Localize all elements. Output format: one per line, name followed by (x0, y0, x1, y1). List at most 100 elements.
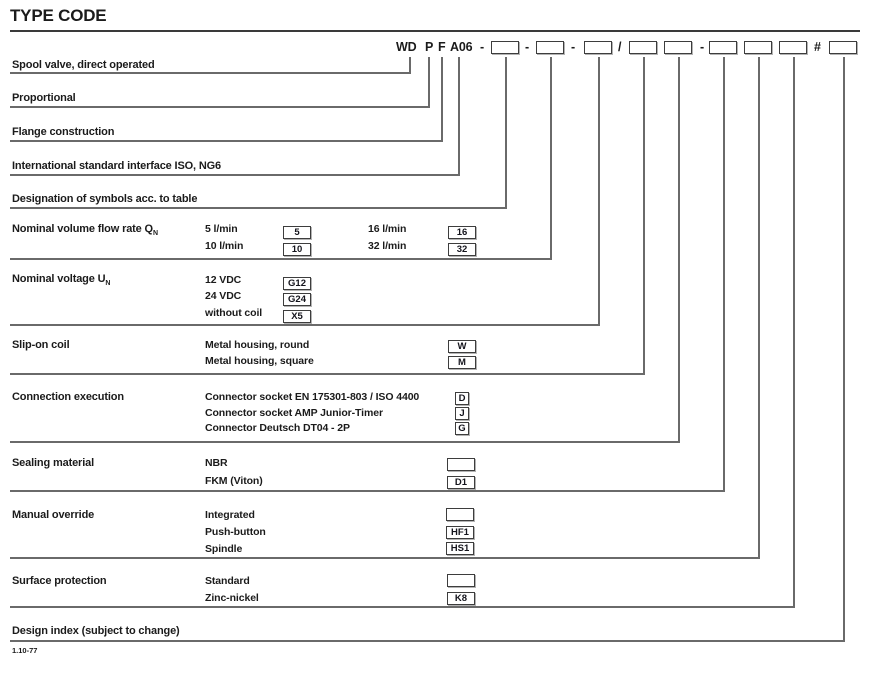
code-box-design-index (829, 41, 857, 54)
connector-vline-connection (678, 57, 680, 443)
option-code-box-nbr-blank (447, 458, 475, 471)
option-code-box-d: D (455, 392, 469, 405)
code-separator-dash-4: - (700, 40, 704, 54)
option-label-5lmin: 5 l/min (205, 223, 238, 235)
code-box-voltage (584, 41, 612, 54)
option-label-12vdc: 12 VDC (205, 274, 242, 286)
connector-hline-connection (10, 441, 680, 443)
option-label-standard: Standard (205, 575, 250, 587)
page-title: TYPE CODE (10, 6, 107, 25)
option-code-box-g12: G12 (283, 277, 311, 290)
connector-hline-surface (10, 606, 795, 608)
row-label-flow-rate: Nominal volume flow rate QN (12, 223, 158, 237)
code-token-p: P (425, 40, 434, 54)
option-label-withoutcoil: without coil (205, 307, 263, 319)
connector-vline-surface (793, 57, 795, 608)
option-label-16lmin: 16 l/min (368, 223, 407, 235)
option-code-box-g: G (455, 422, 469, 435)
option-code-box-m: M (448, 356, 476, 369)
connector-vline-manual-override (758, 57, 760, 559)
option-code-box-16: 16 (448, 226, 476, 239)
connector-hline-sealing (10, 490, 725, 492)
code-box-surface (779, 41, 807, 54)
connector-vline-proportional (428, 57, 430, 108)
connector-vline-flange (441, 57, 443, 142)
option-label-deutsch-dt04: Connector Deutsch DT04 - 2P (205, 422, 350, 434)
option-code-box-5: 5 (283, 226, 311, 239)
connector-vline-design-index (843, 57, 845, 642)
row-label-flow-rate-text: Nominal volume flow rate Q (12, 223, 153, 235)
connector-vline-flow-rate (550, 57, 552, 260)
option-label-spindle: Spindle (205, 543, 243, 555)
option-code-box-hf1: HF1 (446, 526, 474, 539)
row-label-sealing: Sealing material (12, 457, 94, 469)
option-label-housing-square: Metal housing, square (205, 355, 314, 367)
connector-hline-coil (10, 373, 645, 375)
code-box-sealing (709, 41, 737, 54)
option-label-socket-amp: Connector socket AMP Junior-Timer (205, 407, 383, 419)
row-label-connection: Connection execution (12, 391, 124, 403)
option-code-box-j: J (455, 407, 469, 420)
row-label-manual-override: Manual override (12, 509, 95, 521)
code-separator-slash: / (618, 40, 622, 54)
connector-hline-proportional (10, 106, 430, 108)
row-label-proportional: Proportional (12, 92, 76, 104)
code-token-wd: WD (396, 40, 417, 54)
option-label-10lmin: 10 l/min (205, 240, 244, 252)
option-label-fkm: FKM (Viton) (205, 475, 263, 487)
code-box-manual-override (744, 41, 772, 54)
option-code-box-d1: D1 (447, 476, 475, 489)
connector-vline-interface (458, 57, 460, 176)
option-code-box-32: 32 (448, 243, 476, 256)
row-label-surface: Surface protection (12, 575, 107, 587)
connector-hline-spool-valve (10, 72, 411, 74)
connector-hline-flow-rate (10, 258, 552, 260)
option-code-box-standard-blank (447, 574, 475, 587)
code-separator-dash-1: - (480, 40, 484, 54)
row-label-interface: International standard interface ISO, NG… (12, 160, 222, 172)
option-label-socket-en: Connector socket EN 175301-803 / ISO 440… (205, 391, 420, 403)
code-token-f: F (438, 40, 446, 54)
footer-code: 1.10-77 (12, 646, 38, 655)
row-label-voltage: Nominal voltage UN (12, 273, 110, 287)
option-code-box-k8: K8 (447, 592, 475, 605)
option-label-nbr: NBR (205, 457, 228, 469)
code-separator-dash-2: - (525, 40, 529, 54)
code-box-symbols (491, 41, 519, 54)
option-label-24vdc: 24 VDC (205, 290, 242, 302)
option-label-housing-round: Metal housing, round (205, 339, 310, 351)
option-label-pushbutton: Push-button (205, 526, 266, 538)
code-box-connection (664, 41, 692, 54)
connector-hline-manual-override (10, 557, 760, 559)
connector-vline-coil (643, 57, 645, 375)
code-separator-dash-3: - (571, 40, 575, 54)
connector-hline-voltage (10, 324, 600, 326)
connector-vline-sealing (723, 57, 725, 492)
code-box-flow-rate (536, 41, 564, 54)
option-code-box-w: W (448, 340, 476, 353)
connector-vline-spool-valve (409, 57, 411, 74)
row-label-flow-rate-subscript: N (152, 230, 158, 238)
option-code-box-hs1: HS1 (446, 542, 474, 555)
row-label-design-index: Design index (subject to change) (12, 625, 180, 637)
row-label-voltage-text: Nominal voltage U (12, 273, 106, 285)
option-code-box-integrated-blank (446, 508, 474, 521)
row-label-coil: Slip-on coil (12, 339, 70, 351)
option-label-32lmin: 32 l/min (368, 240, 407, 252)
option-code-box-x5: X5 (283, 310, 311, 323)
code-box-coil (629, 41, 657, 54)
row-label-voltage-subscript: N (105, 280, 111, 288)
connector-hline-design-index (10, 640, 845, 642)
option-code-box-g24: G24 (283, 293, 311, 306)
connector-vline-voltage (598, 57, 600, 326)
code-separator-hash: # (814, 40, 821, 54)
option-label-zincnickel: Zinc-nickel (205, 592, 259, 604)
title-underline (10, 30, 860, 32)
connector-hline-symbols (10, 207, 507, 209)
option-code-box-10: 10 (283, 243, 311, 256)
connector-hline-flange (10, 140, 443, 142)
connector-vline-symbols (505, 57, 507, 209)
connector-hline-interface (10, 174, 460, 176)
option-label-integrated: Integrated (205, 509, 255, 521)
